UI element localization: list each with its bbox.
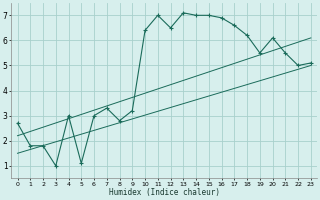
X-axis label: Humidex (Indice chaleur): Humidex (Indice chaleur) [109, 188, 220, 197]
